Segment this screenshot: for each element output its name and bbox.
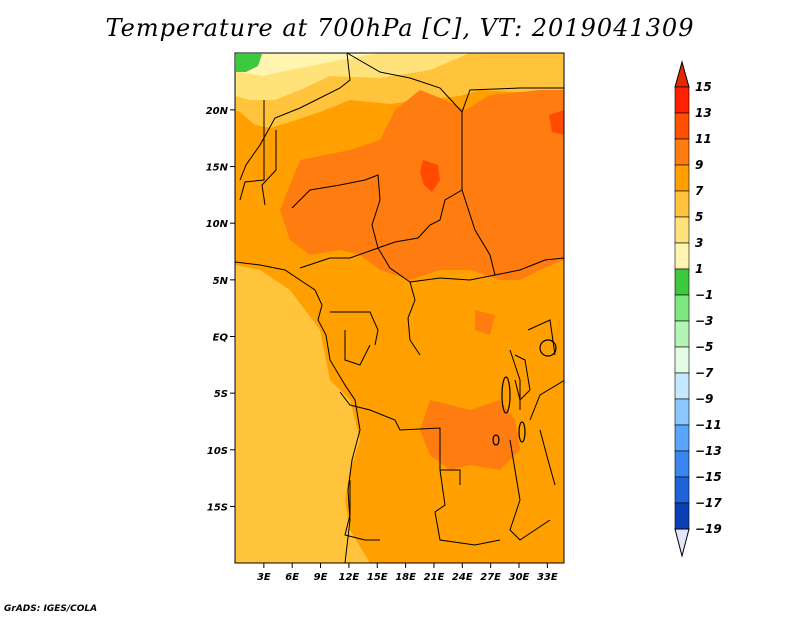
x-tick-label: 33E bbox=[537, 572, 558, 583]
colorbar-segment bbox=[674, 320, 690, 348]
lake-outline bbox=[492, 434, 500, 446]
colorbar-label: 11 bbox=[695, 132, 712, 146]
lake-outline bbox=[518, 421, 526, 443]
colorbar-label: 13 bbox=[695, 106, 712, 120]
border-line bbox=[261, 130, 277, 206]
colorbar-label: −5 bbox=[695, 340, 713, 354]
x-tick-label: 18E bbox=[395, 572, 416, 583]
map-frame bbox=[234, 52, 565, 564]
field-13-15-chad bbox=[420, 160, 440, 192]
border-line bbox=[344, 480, 380, 541]
border-line bbox=[509, 439, 551, 541]
field-7-9-west bbox=[235, 265, 370, 563]
border-line bbox=[239, 100, 265, 201]
colorbar-segment bbox=[674, 190, 690, 218]
colorbar-segment bbox=[674, 242, 690, 270]
colorbar-label: 15 bbox=[695, 80, 712, 94]
colorbar-segment bbox=[674, 346, 690, 374]
border-line bbox=[339, 391, 461, 485]
y-tick-label: 10S bbox=[207, 446, 228, 457]
field-13-15-east bbox=[549, 110, 564, 135]
colorbar-segment bbox=[674, 372, 690, 400]
colorbar-segment bbox=[674, 398, 690, 426]
colorbar-label: −1 bbox=[695, 288, 713, 302]
colorbar-segment bbox=[674, 216, 690, 244]
colorbar: 15 13 11 9 7 5 3 1 −1 −3 −5 −7 −9 −11 −13 −15 −17 −19 bbox=[674, 60, 722, 558]
x-tick-label: 30E bbox=[509, 572, 530, 583]
x-tick-label: 3E bbox=[257, 572, 271, 583]
colorbar-segment bbox=[674, 502, 690, 530]
field-11-13-south bbox=[420, 400, 520, 470]
border-line bbox=[239, 53, 351, 181]
x-tick-label: 15E bbox=[367, 572, 388, 583]
x-tick-label: 6E bbox=[285, 572, 299, 583]
country-borders bbox=[235, 53, 564, 563]
y-tick-label: 5S bbox=[214, 389, 228, 400]
x-tick-label: 21E bbox=[424, 572, 445, 583]
border-line bbox=[434, 469, 501, 546]
colorbar-label: 7 bbox=[695, 184, 704, 198]
colorbar-label: 9 bbox=[695, 158, 703, 172]
colorbar-segment bbox=[674, 294, 690, 322]
border-line bbox=[299, 247, 411, 283]
coastline bbox=[235, 261, 361, 563]
chart-title: Temperature at 700hPa [C], VT: 201904130… bbox=[105, 14, 695, 42]
border-line bbox=[527, 319, 556, 356]
colorbar-label: −3 bbox=[695, 314, 713, 328]
border-line bbox=[344, 330, 371, 366]
border-line bbox=[346, 53, 463, 249]
colorbar-segment bbox=[674, 86, 690, 114]
colorbar-segment bbox=[674, 476, 690, 504]
border-line bbox=[407, 281, 421, 356]
field-11-13-patch bbox=[475, 310, 495, 335]
lake-outline bbox=[501, 376, 511, 414]
x-axis: 3E 6E 9E 12E 15E 18E 21E 24E 27E 30E 33E bbox=[257, 563, 558, 583]
colorbar-label: −19 bbox=[695, 522, 722, 536]
colorbar-label: 1 bbox=[695, 262, 703, 276]
border-line bbox=[494, 257, 564, 276]
colorbar-segment bbox=[674, 112, 690, 140]
colorbar-label: −15 bbox=[695, 470, 722, 484]
colorbar-segment bbox=[674, 450, 690, 478]
y-tick-label: 5N bbox=[213, 276, 229, 287]
y-tick-label: 10N bbox=[206, 219, 229, 230]
colorbar-label: −17 bbox=[695, 496, 722, 510]
colorbar-segment bbox=[674, 424, 690, 452]
border-line bbox=[291, 174, 381, 249]
y-tick-label: 15N bbox=[206, 163, 229, 174]
colorbar-label: 3 bbox=[695, 236, 703, 250]
y-axis: 20N 15N 10N 5N EQ 5S 10S 15S bbox=[206, 106, 235, 513]
border-line bbox=[529, 380, 564, 421]
field-1-3 bbox=[236, 54, 262, 72]
y-tick-label: 20N bbox=[206, 106, 229, 117]
colorbar-label: −9 bbox=[695, 392, 713, 406]
colorbar-segment bbox=[674, 164, 690, 192]
colorbar-top-triangle bbox=[674, 60, 690, 88]
x-tick-label: 12E bbox=[339, 572, 360, 583]
x-tick-label: 27E bbox=[480, 572, 501, 583]
lake-outline bbox=[539, 339, 557, 357]
colorbar-label: 5 bbox=[695, 210, 703, 224]
colorbar-segment bbox=[674, 268, 690, 296]
colorbar-label: −13 bbox=[695, 444, 722, 458]
border-line bbox=[514, 354, 531, 401]
x-tick-label: 9E bbox=[314, 572, 328, 583]
colorbar-bottom-triangle bbox=[674, 528, 690, 558]
credit-label: GrADS: IGES/COLA bbox=[4, 604, 98, 614]
border-line bbox=[330, 311, 379, 346]
x-tick-label: 24E bbox=[452, 572, 473, 583]
y-tick-label: EQ bbox=[213, 333, 229, 344]
border-line bbox=[461, 87, 564, 113]
colorbar-label: −11 bbox=[695, 418, 722, 432]
field-11-13-north bbox=[280, 90, 564, 280]
colorbar-segment bbox=[674, 138, 690, 166]
field-3-5-north bbox=[235, 53, 380, 76]
border-line bbox=[539, 429, 556, 486]
colorbar-label: −7 bbox=[695, 366, 714, 380]
y-tick-label: 15S bbox=[207, 502, 228, 513]
temperature-field bbox=[235, 53, 564, 563]
